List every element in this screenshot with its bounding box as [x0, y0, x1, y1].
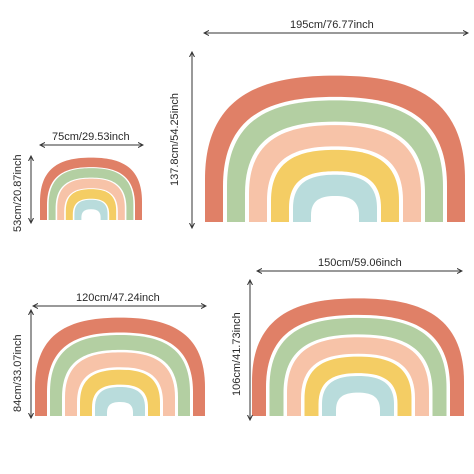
rainbow-xlarge [205, 75, 465, 223]
large-width-label: 150cm/59.06inch [318, 257, 402, 269]
medium-height-label: 84cm/33.07inch [12, 334, 24, 412]
rainbow-medium [35, 317, 205, 417]
small-width-label: 75cm/29.53inch [52, 131, 130, 143]
rainbow-small-gap-5 [81, 209, 101, 221]
rainbow-xlarge-gap-5 [311, 195, 359, 223]
small-height-label: 53cm/20.87inch [12, 154, 24, 232]
large-height-label: 106cm/41.73inch [231, 312, 243, 396]
rainbow-large-gap-5 [336, 392, 380, 417]
xlarge-width-label: 195cm/76.77inch [290, 19, 374, 31]
xlarge-height-label: 137.8cm/54.25inch [169, 93, 181, 186]
rainbow-small [40, 157, 142, 221]
rainbow-large [252, 298, 464, 417]
medium-width-label: 120cm/47.24inch [76, 292, 160, 304]
rainbow-medium-gap-5 [107, 401, 133, 417]
